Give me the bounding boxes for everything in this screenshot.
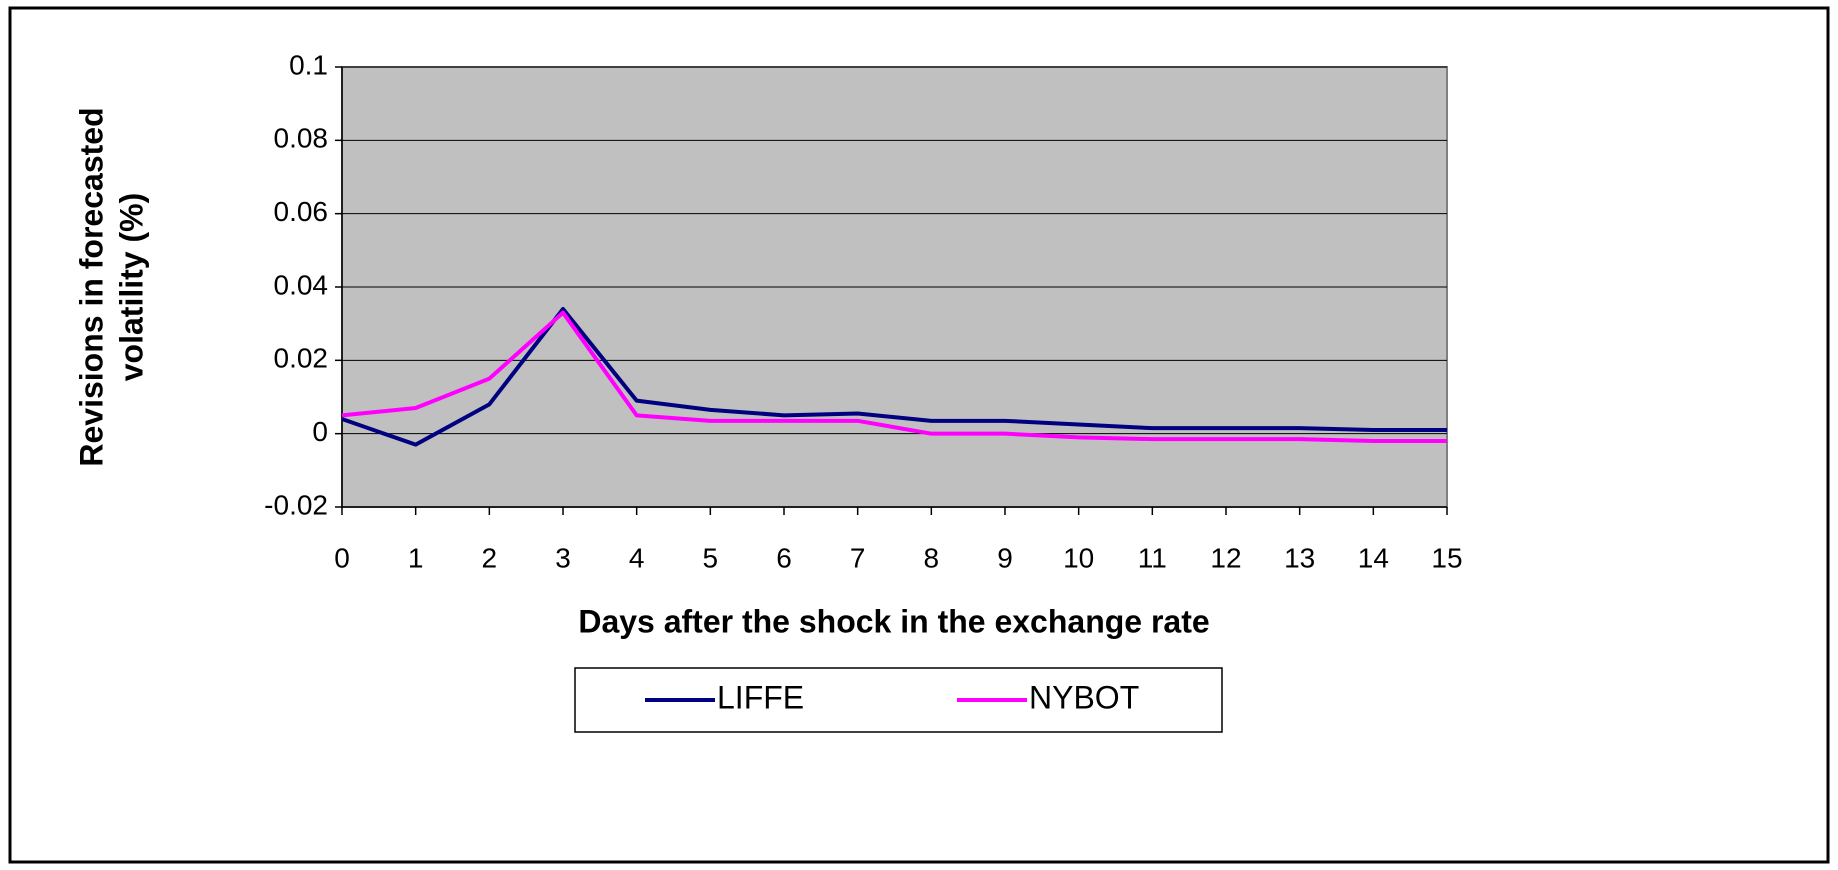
x-tick-label: 8	[924, 542, 940, 573]
x-tick-label: 1	[408, 542, 424, 573]
y-axis-label-line: volatility (%)	[113, 193, 149, 381]
y-axis-label: Revisions in forecasted volatility (%)	[73, 107, 149, 466]
x-tick-label: 12	[1210, 542, 1241, 573]
x-tick-label: 4	[629, 542, 645, 573]
x-tick-label: 10	[1063, 542, 1094, 573]
y-tick-label: 0.02	[274, 343, 329, 374]
x-tick-label: 5	[703, 542, 719, 573]
x-tick-label: 0	[334, 542, 350, 573]
legend: LIFFE NYBOT	[574, 667, 1223, 733]
x-tick-label: 6	[776, 542, 792, 573]
series-line	[341, 310, 1447, 443]
x-tick-label: 13	[1284, 542, 1315, 573]
x-tick-label: 15	[1431, 542, 1462, 573]
x-tick-label: 9	[997, 542, 1013, 573]
legend-label: NYBOT	[1029, 679, 1139, 715]
x-tick-label: 7	[850, 542, 866, 573]
x-tick-label: 2	[482, 542, 498, 573]
y-tick-label: -0.02	[264, 489, 328, 520]
series-line	[341, 307, 1447, 447]
y-tick-label: 0	[312, 416, 328, 447]
x-axis-label: Days after the shock in the exchange rat…	[578, 603, 1209, 639]
legend-label: LIFFE	[717, 679, 804, 715]
x-tick-label: 3	[555, 542, 571, 573]
y-tick-label: 0.04	[274, 269, 329, 300]
x-tick-label: 11	[1138, 542, 1167, 573]
x-tick-label: 14	[1358, 542, 1389, 573]
y-tick-label: 0.06	[274, 196, 329, 227]
y-tick-label: 0.1	[289, 49, 328, 80]
y-axis-label-line: Revisions in forecasted	[73, 107, 109, 466]
y-tick-label: 0.08	[274, 123, 329, 154]
